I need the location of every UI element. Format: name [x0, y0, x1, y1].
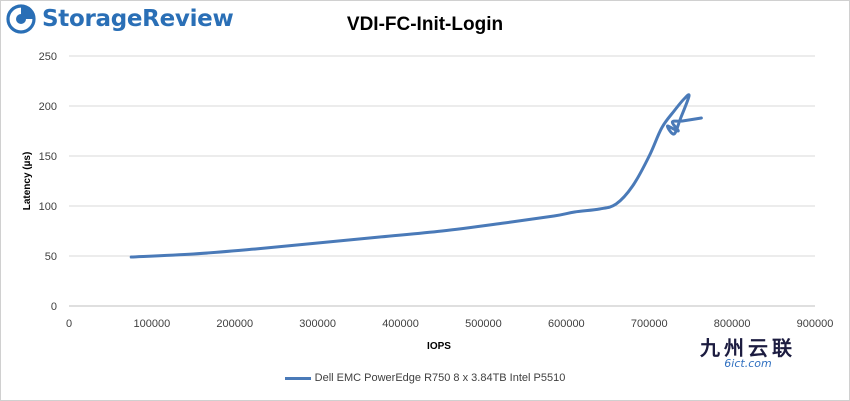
x-tick-label: 200000 — [216, 318, 253, 330]
watermark: 九州云联 6ict.com — [700, 332, 796, 370]
y-tick-labels: 0 50 100 150 200 250 — [39, 51, 57, 313]
chart-title: VDI-FC-Init-Login — [346, 14, 504, 35]
x-tick-label: 0 — [66, 318, 72, 330]
x-tick-label: 700000 — [631, 318, 668, 330]
x-tick-label: 500000 — [465, 318, 502, 330]
watermark-en: 6ict.com — [724, 357, 772, 370]
legend-swatch — [284, 376, 311, 380]
y-tick-label: 200 — [39, 101, 57, 113]
x-tick-label: 900000 — [797, 318, 834, 330]
watermark-cn: 九州云联 — [700, 336, 796, 360]
storagereview-logo: StorageReview — [6, 4, 234, 34]
logo-text: StorageReview — [42, 6, 234, 32]
y-tick-label: 250 — [39, 51, 57, 63]
x-tick-label: 300000 — [299, 318, 336, 330]
legend: Dell EMC PowerEdge R750 8 x 3.84TB Intel… — [0, 372, 850, 384]
storagereview-logo-icon — [6, 4, 36, 34]
y-axis-title: Latency (µs) — [22, 152, 33, 211]
legend-label: Dell EMC PowerEdge R750 8 x 3.84TB Intel… — [314, 372, 566, 384]
x-tick-label: 800000 — [714, 318, 751, 330]
x-tick-label: 400000 — [382, 318, 419, 330]
series-line-0 — [129, 93, 703, 259]
grid-layer — [69, 55, 815, 257]
x-tick-labels: 0 100000 200000 300000 400000 500000 600000 700… — [66, 318, 833, 330]
x-tick-label: 600000 — [548, 318, 585, 330]
x-tick-label: 100000 — [134, 318, 171, 330]
y-tick-label: 0 — [51, 301, 57, 313]
y-tick-label: 150 — [39, 151, 57, 163]
series-layer — [129, 93, 703, 259]
x-axis-title: IOPS — [427, 341, 451, 352]
y-tick-label: 100 — [39, 201, 57, 213]
y-tick-label: 50 — [45, 251, 57, 263]
